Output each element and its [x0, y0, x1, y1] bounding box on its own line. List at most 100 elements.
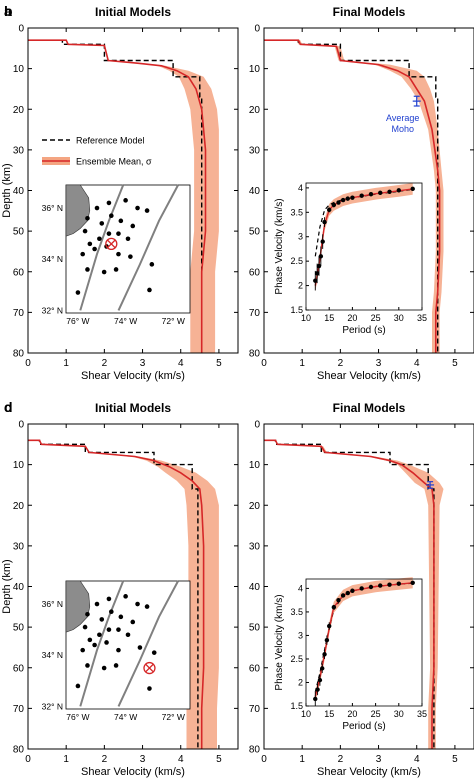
ensemble-mean-line — [28, 39, 207, 353]
x-tick-label: 1 — [63, 754, 69, 765]
station-dot — [118, 218, 124, 224]
y-tick-label: 0 — [254, 420, 260, 431]
latitude-label: 32° N — [42, 305, 63, 315]
station-dot — [85, 611, 90, 617]
x-tick-label: 4 — [414, 754, 420, 765]
observed-point — [324, 637, 330, 643]
y-axis-label: Depth (km) — [1, 559, 13, 613]
inset-x-tick-label: 25 — [371, 709, 381, 719]
station-dot — [101, 665, 107, 671]
station-dot — [149, 262, 155, 267]
y-tick-label: 80 — [13, 745, 25, 756]
x-tick-label: 2 — [102, 754, 108, 765]
inset-frame — [305, 182, 423, 311]
station-dot — [125, 236, 131, 242]
observed-point — [387, 189, 392, 194]
observed-point — [340, 593, 346, 598]
panel-title: Final Models — [333, 5, 406, 19]
x-tick-label: 3 — [376, 754, 382, 765]
observed-point — [368, 584, 374, 590]
station-dot — [125, 632, 131, 638]
legend-entry: Ensemble Mean, σ — [76, 157, 152, 167]
inset-x-axis-label: Period (s) — [342, 325, 385, 336]
inset-x-tick-label: 15 — [324, 709, 334, 719]
station-dot — [94, 601, 100, 607]
x-tick-label: 2 — [102, 358, 108, 369]
inset-y-tick-label: 2.5 — [290, 654, 303, 664]
station-dot — [135, 205, 140, 211]
y-tick-label: 80 — [13, 349, 25, 360]
trend-line — [117, 580, 179, 707]
x-axis-label: Shear Velocity (km/s) — [317, 766, 421, 778]
longitude-label: 72° W — [162, 712, 185, 722]
observed-point — [396, 581, 401, 586]
y-tick-label: 70 — [13, 308, 25, 319]
inset-y-tick-label: 1.5 — [290, 305, 303, 315]
x-tick-label: 2 — [338, 754, 344, 765]
panel-label: a — [4, 3, 12, 19]
y-tick-label: 10 — [13, 64, 25, 75]
observed-point — [322, 652, 327, 657]
observed-point — [313, 278, 318, 283]
y-tick-label: 40 — [13, 582, 25, 593]
observed-point — [336, 200, 341, 205]
y-tick-label: 80 — [249, 349, 261, 360]
station-dot — [130, 619, 136, 625]
panel-title: Initial Models — [95, 5, 171, 19]
observed-point — [317, 677, 323, 683]
y-tick-label: 0 — [18, 24, 24, 35]
inset-y-axis-label: Phase Velocity (km/s) — [274, 594, 285, 690]
inset-frame — [305, 578, 423, 707]
y-tick-label: 50 — [249, 227, 261, 238]
observed-point — [315, 687, 320, 692]
x-tick-label: 1 — [299, 754, 305, 765]
inset-dispersion: 10 15 20 25 30 35 1.5 2 2.5 3 3.5 4 Period (s) Phase … — [274, 182, 427, 336]
observed-point — [320, 239, 325, 244]
y-tick-label: 40 — [249, 186, 261, 197]
y-tick-label: 70 — [249, 704, 261, 715]
x-tick-label: 1 — [299, 358, 305, 369]
observed-point — [331, 605, 337, 610]
reference-model-line — [264, 39, 439, 353]
observed-point — [316, 263, 322, 269]
latitude-label: 34° N — [42, 254, 63, 264]
coastline-land — [65, 580, 91, 633]
y-tick-label: 30 — [249, 145, 261, 156]
coastline-land — [65, 184, 91, 237]
ensemble-mean-line — [264, 439, 435, 749]
x-tick-label: 3 — [140, 754, 146, 765]
y-tick-label: 60 — [13, 663, 25, 674]
observed-point — [359, 586, 364, 591]
station-dot — [128, 254, 133, 259]
inset-y-tick-label: 3 — [298, 232, 303, 242]
x-tick-label: 0 — [261, 358, 267, 369]
inset-x-tick-label: 10 — [301, 313, 311, 323]
trend-line — [117, 184, 179, 311]
y-tick-label: 10 — [249, 64, 261, 75]
station-dot — [116, 647, 121, 653]
x-tick-label: 1 — [63, 358, 69, 369]
x-tick-label: 4 — [414, 358, 420, 369]
observed-point — [327, 623, 332, 629]
trend-line — [79, 184, 125, 311]
y-tick-label: 50 — [13, 623, 25, 634]
y-tick-label: 40 — [249, 582, 261, 593]
inset-x-tick-label: 20 — [347, 709, 357, 719]
station-dot — [80, 647, 85, 653]
sigma-band — [28, 440, 219, 749]
panel-title: Final Models — [333, 401, 406, 415]
y-tick-label: 10 — [249, 460, 261, 471]
ensemble-mean-line — [28, 439, 205, 749]
y-tick-label: 0 — [18, 420, 24, 431]
inset-y-tick-label: 1.5 — [290, 701, 303, 711]
station-dot — [123, 198, 128, 203]
inset-x-tick-label: 25 — [371, 313, 381, 323]
station-dot — [82, 624, 88, 630]
station-dot — [85, 215, 90, 221]
longitude-label: 76° W — [66, 712, 89, 722]
inset-y-tick-label: 4 — [298, 183, 303, 193]
station-dot — [109, 213, 114, 219]
y-tick-label: 30 — [13, 145, 25, 156]
inset-x-tick-label: 10 — [301, 709, 311, 719]
